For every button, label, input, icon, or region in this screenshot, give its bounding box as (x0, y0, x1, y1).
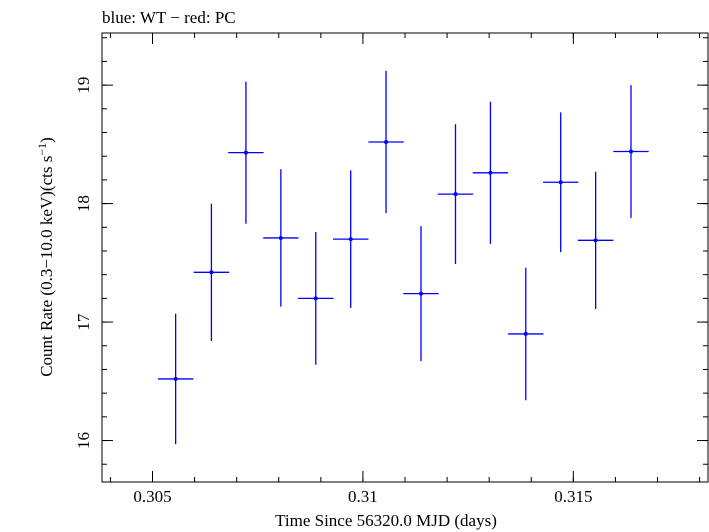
data-marker (348, 237, 353, 242)
data-marker (173, 376, 178, 381)
data-marker (488, 170, 493, 175)
x-tick-label: 0.315 (554, 487, 592, 506)
data-point (437, 124, 474, 265)
axis-ticks (102, 33, 708, 482)
data-point (228, 81, 264, 224)
y-axis-label: Count Rate (0.3−10.0 keV)(cts s−1) (35, 137, 56, 377)
data-point (472, 101, 509, 244)
data-point (263, 169, 299, 307)
data-series (157, 70, 649, 445)
data-marker (523, 331, 528, 336)
y-axis-label-main: Count Rate (0.3−10.0 keV)(cts s (37, 156, 56, 377)
data-point (508, 267, 544, 401)
data-marker (418, 291, 423, 296)
x-tick-label: 0.31 (348, 487, 378, 506)
data-point (403, 226, 439, 362)
data-point (543, 112, 579, 253)
data-marker (209, 270, 214, 275)
data-marker (384, 139, 389, 144)
data-point (298, 232, 334, 365)
data-marker (628, 149, 633, 154)
data-point (577, 171, 614, 310)
data-marker (278, 235, 283, 240)
tick-labels: 0.305 0.31 0.315 16 17 18 19 (74, 77, 592, 506)
plot-frame (101, 32, 709, 483)
data-marker (243, 150, 248, 155)
data-point (333, 170, 369, 308)
y-axis-label-end: ) (37, 137, 56, 143)
data-marker (453, 192, 458, 197)
data-point (613, 85, 649, 218)
data-marker (313, 296, 318, 301)
y-tick-label: 16 (74, 432, 93, 449)
data-point (193, 203, 230, 342)
y-tick-label: 19 (74, 77, 93, 94)
data-marker (593, 238, 598, 243)
data-point (157, 313, 194, 445)
x-tick-label: 0.305 (133, 487, 171, 506)
y-axis-label-superscript: −1 (35, 143, 49, 156)
chart-title: blue: WT − red: PC (102, 8, 236, 27)
y-tick-label: 17 (74, 313, 93, 331)
data-point (368, 70, 404, 214)
x-axis-label: Time Since 56320.0 MJD (days) (275, 511, 497, 530)
data-marker (558, 180, 563, 185)
y-tick-label: 18 (74, 195, 93, 212)
